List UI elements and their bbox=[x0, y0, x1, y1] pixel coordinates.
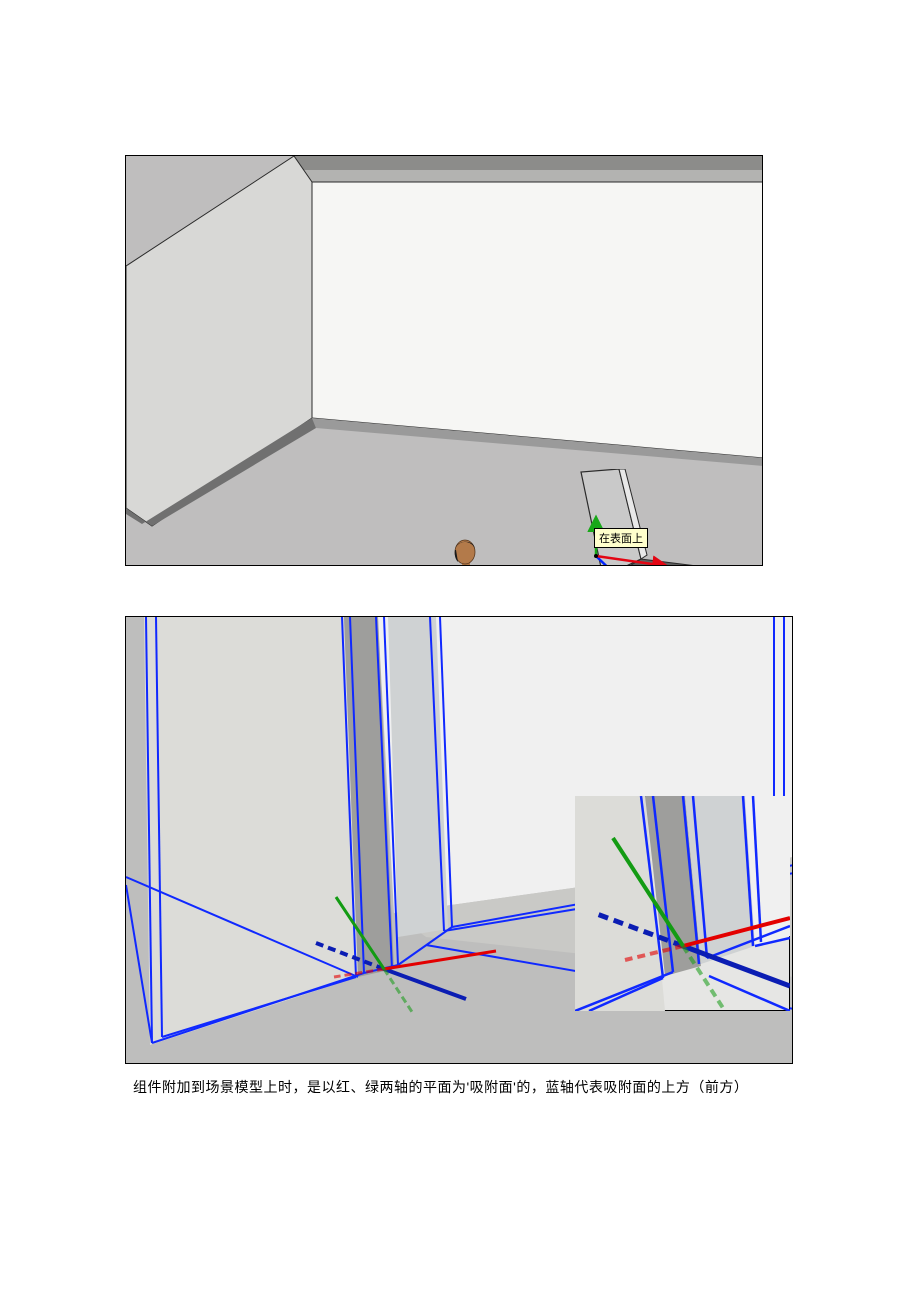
figure-sketchup-scene: 在表面上 bbox=[125, 155, 763, 566]
tooltip-text: 在表面上 bbox=[599, 533, 643, 545]
figure-caption: 组件附加到场景模型上时，是以红、绿两轴的平面为'吸附面'的，蓝轴代表吸附面的上方… bbox=[133, 1076, 795, 1098]
inference-tooltip: 在表面上 bbox=[594, 528, 648, 548]
document-page: 在表面上 bbox=[0, 0, 920, 1302]
detail-inset bbox=[575, 796, 790, 1011]
figure-wireframe-corner bbox=[125, 616, 793, 1064]
scale-figure-person bbox=[434, 536, 494, 566]
